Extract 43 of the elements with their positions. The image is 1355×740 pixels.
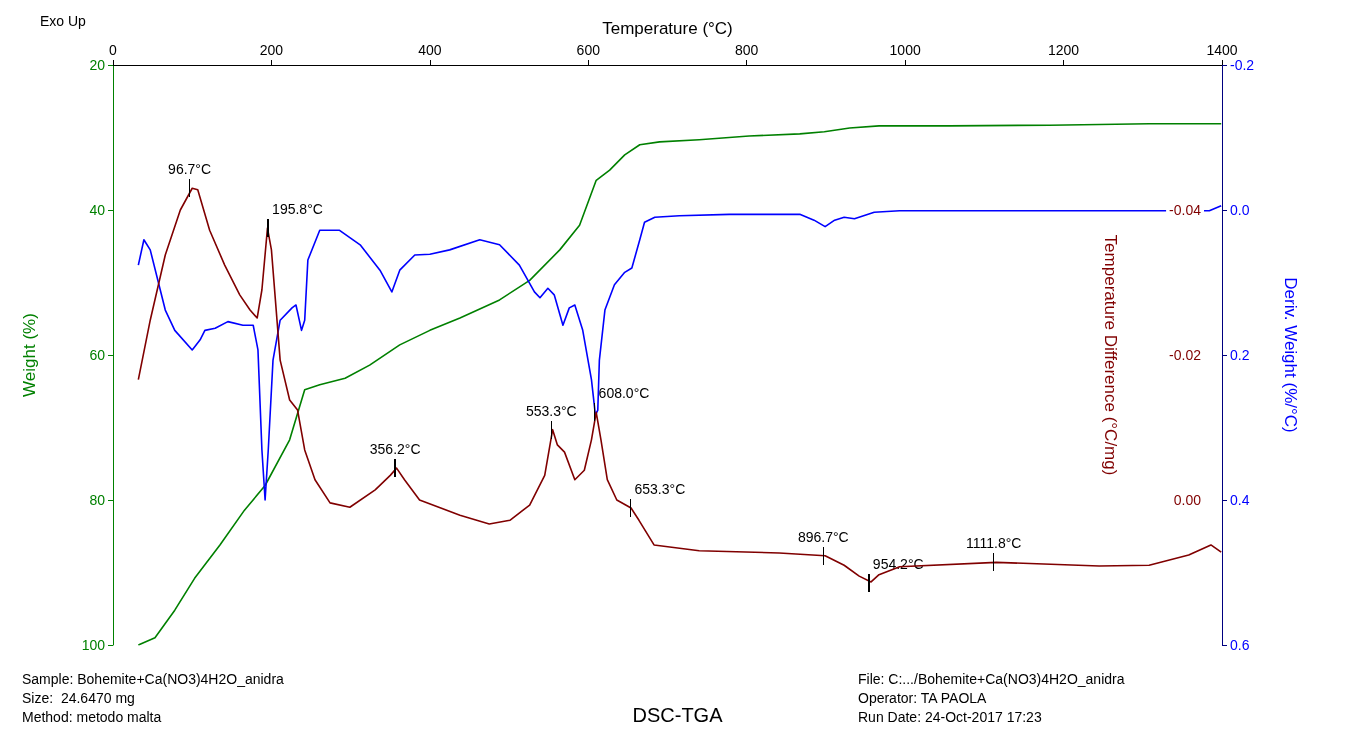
y2-axis-title: Temperature Difference (°C/mg) (1101, 234, 1120, 476)
text: Method: metodo malta (22, 709, 162, 725)
y-tick-label: 80 (89, 492, 106, 508)
x-tick-label: 0 (109, 42, 118, 58)
text: Operator: TA PAOLA (858, 690, 988, 706)
annotation: 608.0°C (598, 385, 650, 402)
annotation: 896.7°C (797, 528, 849, 545)
y-tick-label: 40 (89, 202, 106, 218)
y3-axis-title: Deriv. Weight (%/°C) (1281, 277, 1300, 433)
x-tick-label: 800 (735, 42, 759, 58)
y2-tick-label: -0.02 (1169, 347, 1202, 363)
annotation: 195.8°C (272, 201, 323, 218)
y-axis-title: Weight (%) (20, 313, 39, 397)
x-tick-label: 1200 (1047, 42, 1080, 58)
text: Run Date: 24-Oct-2017 17:23 (858, 709, 1042, 725)
x-tick-label: 1000 (889, 42, 921, 58)
annotation: 1111.8°C (965, 535, 1022, 552)
y3-tick-label: 0.6 (1230, 637, 1250, 653)
text: Exo Up (40, 13, 87, 29)
y3-tick-label: -0.2 (1230, 57, 1255, 73)
x-tick-label: 600 (576, 42, 601, 58)
line-series (137, 122, 1223, 646)
annotation: 96.7°C (168, 161, 212, 178)
annotation: 954.2°C (872, 555, 924, 572)
annotation: 356.2°C (369, 441, 421, 458)
text: Sample: Bohemite+Ca(NO3)4H2O_anidra (22, 671, 285, 687)
y-tick-label: 20 (89, 57, 106, 73)
y3-tick-label: 0.4 (1230, 492, 1250, 508)
text: DSC-TGA (632, 704, 724, 726)
y-tick-label: 60 (89, 347, 106, 363)
y2-tick-label: 0.00 (1173, 492, 1202, 508)
x-tick-label: 1400 (1206, 42, 1238, 58)
x-axis-title: Temperature (°C) (602, 19, 733, 38)
y-tick-label: 100 (81, 637, 106, 653)
x-tick-label: 200 (259, 42, 284, 58)
text: Size: 24.6470 mg (22, 690, 135, 706)
text: File: C:.../Bohemite+Ca(NO3)4H2O_anidra (858, 671, 1125, 687)
x-tick-label: 400 (418, 42, 442, 58)
y3-tick-label: 0.2 (1230, 347, 1250, 363)
y3-tick-label: 0.0 (1230, 202, 1250, 218)
y2-tick-label: -0.04 (1169, 202, 1202, 218)
annotation: 553.3°C (525, 402, 577, 419)
annotation: 653.3°C (634, 480, 686, 497)
